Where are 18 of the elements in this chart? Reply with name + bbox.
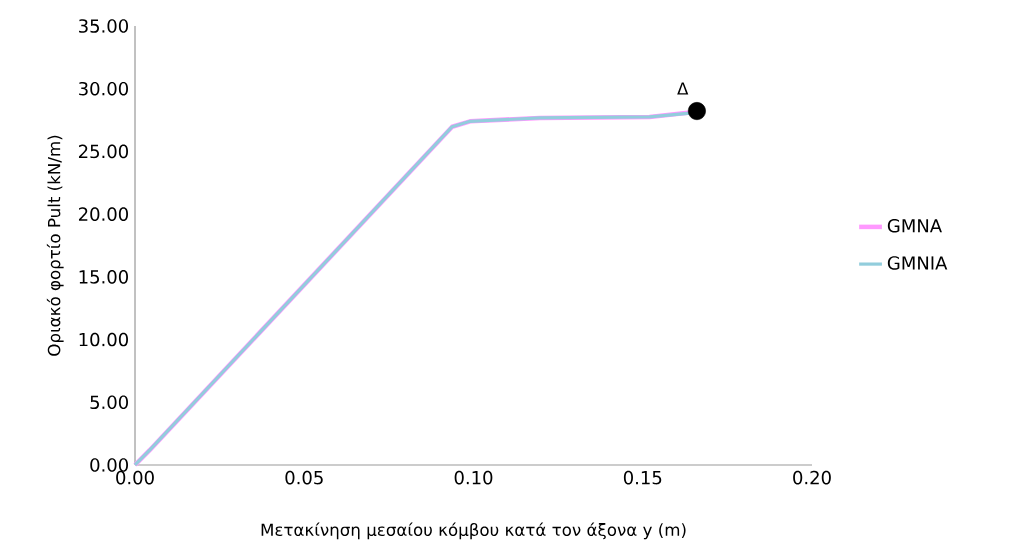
y-tick-label: 20.00 [78, 207, 128, 221]
y-tick-label: 5.00 [90, 395, 128, 410]
y-axis-title: Οριακό φορτίο Pult (kN/m) [46, 135, 64, 356]
x-tick-label: 0.15 [623, 470, 662, 485]
y-tick-label: 35.00 [79, 19, 128, 33]
y-tick-label: 25.00 [78, 144, 128, 159]
x-tick-label: 0.20 [793, 470, 831, 485]
y-tick-label: 30.00 [79, 81, 128, 96]
legend-label: GMNA [887, 218, 942, 233]
legend-label: GMNIA [887, 256, 948, 270]
x-axis-title: Μετακίνηση μεσαίου κόμβου κατά τον άξονα y (m) [261, 522, 686, 540]
x-tick-label: 0.00 [116, 470, 154, 485]
y-tick-label: 10.00 [79, 332, 128, 347]
x-tick-label: 0.05 [285, 470, 323, 485]
annotation: Δ [677, 82, 689, 95]
y-tick-label: 0.00 [90, 458, 128, 472]
y-tick-label: 15.00 [79, 270, 128, 284]
x-tick-label: 0.10 [454, 470, 493, 485]
